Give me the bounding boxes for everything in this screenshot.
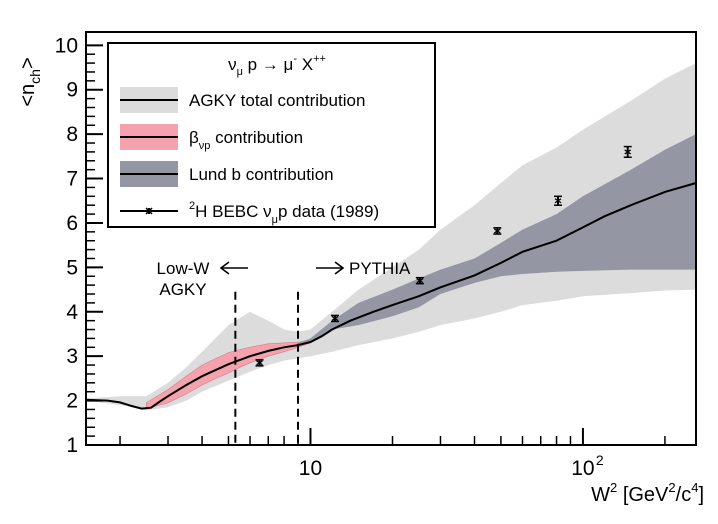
- data-points: [255, 145, 632, 367]
- x-axis-title-unit-a: [GeV: [617, 484, 669, 506]
- right-arrow-icon: [316, 261, 345, 275]
- y-tick-label: 1: [66, 434, 78, 457]
- legend-label-data-text-b: p data (1989): [278, 202, 379, 221]
- y-tick-label: 7: [66, 168, 78, 191]
- data-point: [623, 145, 632, 158]
- x-axis-title-unit-c: ]: [698, 484, 704, 506]
- data-point: [330, 314, 339, 323]
- annotation-low-w: Low-W: [157, 259, 210, 278]
- legend-header-nu: ν: [228, 55, 237, 74]
- agky-band: [86, 63, 696, 411]
- legend-label-agky: AGKY total contribution: [189, 91, 365, 110]
- data-point: [554, 195, 563, 206]
- y-tick-label: 6: [66, 212, 78, 235]
- y-axis-title-close: >: [17, 57, 39, 69]
- legend-header-end: X: [297, 55, 313, 74]
- legend-label-data-sup: 2: [189, 200, 195, 212]
- legend-label-beta-sub: νp: [199, 140, 211, 152]
- legend-label-data-text-a: H BEBC ν: [195, 202, 272, 221]
- legend-header-nu-sub: μ: [237, 66, 243, 78]
- y-axis-ticks: 1 2 3 4 5 6 7 8 9 10: [55, 34, 103, 457]
- y-tick-label: 4: [66, 301, 78, 324]
- y-tick-label: 8: [66, 123, 78, 146]
- plot-frame: [85, 31, 697, 446]
- annotations: Low-W AGKY PYTHIA: [157, 259, 412, 299]
- legend-header-end-sup: ++: [313, 53, 326, 65]
- legend: νμ p → μ- X++ AGKY total contribution βν…: [107, 42, 436, 228]
- data-point: [255, 359, 264, 367]
- legend-header-mid: p → μ: [243, 55, 293, 74]
- x-axis-title-sup3: 4: [691, 480, 698, 495]
- x-axis-title: W2 [GeV2/c4]: [591, 480, 704, 506]
- y-tick-label: 3: [66, 345, 78, 368]
- y-tick-label: 10: [55, 34, 78, 57]
- x-axis-title-sup2: 2: [668, 480, 675, 495]
- x-axis-title-base: W: [591, 484, 610, 506]
- y-tick-label: 2: [66, 390, 78, 413]
- legend-label-beta-symbol: β: [189, 128, 199, 147]
- legend-label-lund: Lund b contribution: [189, 165, 334, 184]
- annotation-pythia: PYTHIA: [349, 259, 411, 278]
- legend-label-beta-text: contribution: [210, 128, 303, 147]
- x-axis-title-unit-b: /c: [676, 484, 692, 506]
- x-tick-label: 10: [571, 457, 594, 480]
- central-line: [85, 182, 697, 410]
- y-axis-title-sub: ch: [27, 69, 43, 84]
- legend-label-data: 2H BEBC νμp data (1989): [189, 200, 379, 226]
- legend-header-mu-sup: -: [293, 53, 297, 65]
- annotation-agky: AGKY: [159, 280, 206, 299]
- data-point: [493, 227, 502, 235]
- x-axis-title-sup1: 2: [610, 480, 617, 495]
- y-axis-title: <nch>: [17, 57, 43, 106]
- x-axis-ticks: 10 10 2: [119, 428, 666, 480]
- data-point: [415, 276, 424, 285]
- y-tick-label: 9: [66, 79, 78, 102]
- legend-label-data-sub: μ: [272, 214, 278, 226]
- x-tick-exponent: 2: [596, 452, 604, 468]
- lund-band: [298, 134, 696, 346]
- legend-marker-data: [145, 207, 153, 215]
- x-tick-label: 10: [299, 457, 322, 480]
- y-axis-title-open: <n: [17, 84, 39, 107]
- left-arrow-icon: [219, 261, 248, 275]
- y-tick-label: 5: [66, 256, 78, 279]
- legend-header: νμ p → μ- X++: [228, 53, 326, 78]
- legend-label-beta: βνp contribution: [189, 128, 303, 152]
